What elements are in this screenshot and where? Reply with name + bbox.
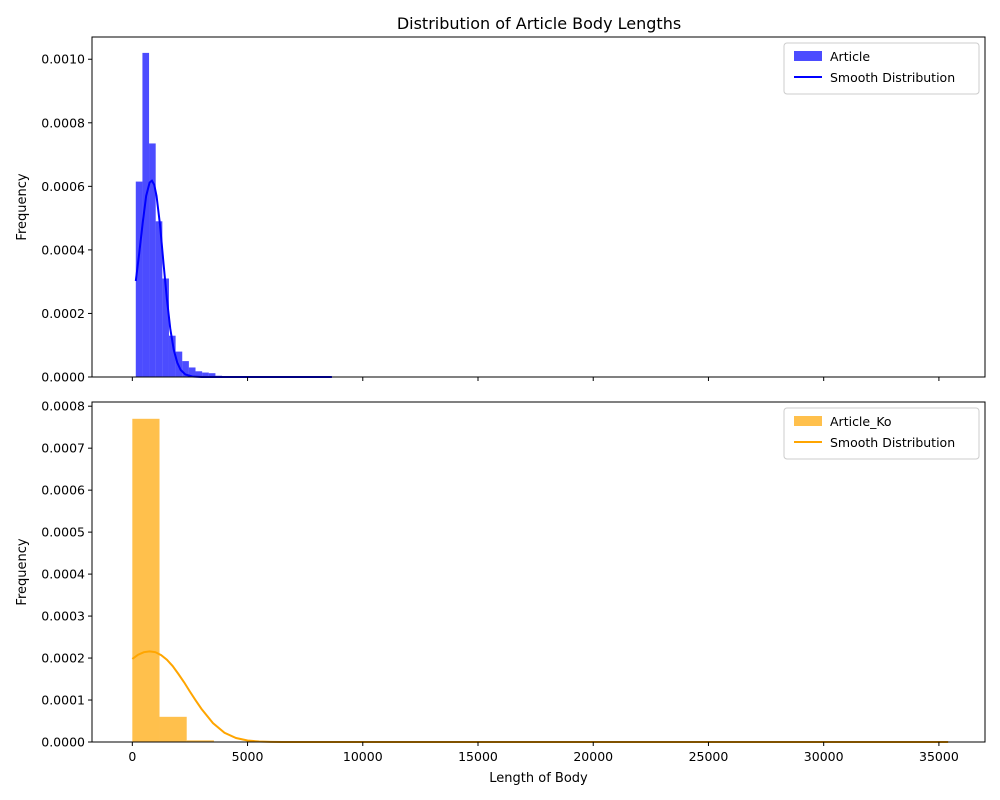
article-bar-2 <box>149 143 156 377</box>
article-ytick-label-5: 0.0010 <box>41 52 85 67</box>
article-ko-ytick-label-4: 0.0004 <box>41 567 85 582</box>
article-bar-9 <box>195 371 203 377</box>
article-ko-xtick-label-4: 20000 <box>573 749 613 764</box>
article-ko-smooth-curve <box>131 650 949 743</box>
article-bar-7 <box>182 361 189 377</box>
article-ko-xtick-label-2: 10000 <box>343 749 383 764</box>
article-ytick-label-0: 0.0000 <box>41 370 85 385</box>
article-ko-ytick-label-8: 0.0008 <box>41 399 85 414</box>
article-axes-frame <box>91 36 986 378</box>
article-bar-0 <box>135 181 143 377</box>
article-ko-ytick-label-6: 0.0006 <box>41 483 85 498</box>
article-ko-legend-label-hist: Article_Ko <box>830 414 892 429</box>
article-legend-label-curve: Smooth Distribution <box>830 70 955 85</box>
bottom-histogram-panel: 0.0000 0.0001 0.0002 0.0003 0.0004 0.0005 0.00… <box>15 399 986 786</box>
article-ko-legend-box <box>783 407 980 460</box>
article-bar-1 <box>142 52 150 378</box>
article-ko-bar-0 <box>132 418 160 742</box>
article-ko-xtick-label-0: 0 <box>128 749 136 764</box>
article-ko-xtick-label-7: 35000 <box>919 749 959 764</box>
article-legend-box <box>783 42 980 95</box>
article-ko-ytick-label-5: 0.0005 <box>41 525 85 540</box>
article-bar-11 <box>208 373 216 377</box>
article-ytick-label-2: 0.0004 <box>41 242 85 257</box>
article-ko-legend-swatch-hist <box>794 416 822 426</box>
article-ko-xtick-label-3: 15000 <box>458 749 498 764</box>
article-ko-bar-1 <box>159 716 187 742</box>
article-bar-4 <box>162 278 169 377</box>
article-ko-axes-frame <box>91 401 986 743</box>
article-ko-xlabel: Length of Body <box>489 771 588 786</box>
article-ko-ytick-label-1: 0.0001 <box>41 693 85 708</box>
article-ko-ytick-label-0: 0.0000 <box>41 735 85 750</box>
article-ko-xtick-label-6: 30000 <box>804 749 844 764</box>
article-ytick-label-4: 0.0008 <box>41 115 85 130</box>
article-ko-xtick-label-1: 5000 <box>232 749 264 764</box>
article-ytick-label-3: 0.0006 <box>41 179 85 194</box>
article-ko-ylabel: Frequency <box>15 538 30 605</box>
article-ko-legend-label-curve: Smooth Distribution <box>830 435 955 450</box>
article-ytick-label-1: 0.0002 <box>41 306 85 321</box>
article-ylabel: Frequency <box>15 173 30 240</box>
article-bar-8 <box>188 367 196 377</box>
article-ko-ytick-label-7: 0.0007 <box>41 441 85 456</box>
article-ko-ytick-label-2: 0.0002 <box>41 651 85 666</box>
article-legend-swatch-hist <box>794 51 822 61</box>
article-bar-10 <box>202 372 209 377</box>
chart-title: Distribution of Article Body Lengths <box>397 14 681 33</box>
article-bar-5 <box>168 335 176 377</box>
top-histogram-panel: 0.0000 0.0002 0.0004 0.0006 0.0008 0.0010 Freq… <box>15 36 986 385</box>
article-ko-bar-2 <box>186 740 214 742</box>
article-ko-xtick-label-5: 25000 <box>689 749 729 764</box>
article-legend-label-hist: Article <box>830 49 870 64</box>
article-ko-ytick-label-3: 0.0003 <box>41 609 85 624</box>
article-bar-3 <box>155 221 163 377</box>
